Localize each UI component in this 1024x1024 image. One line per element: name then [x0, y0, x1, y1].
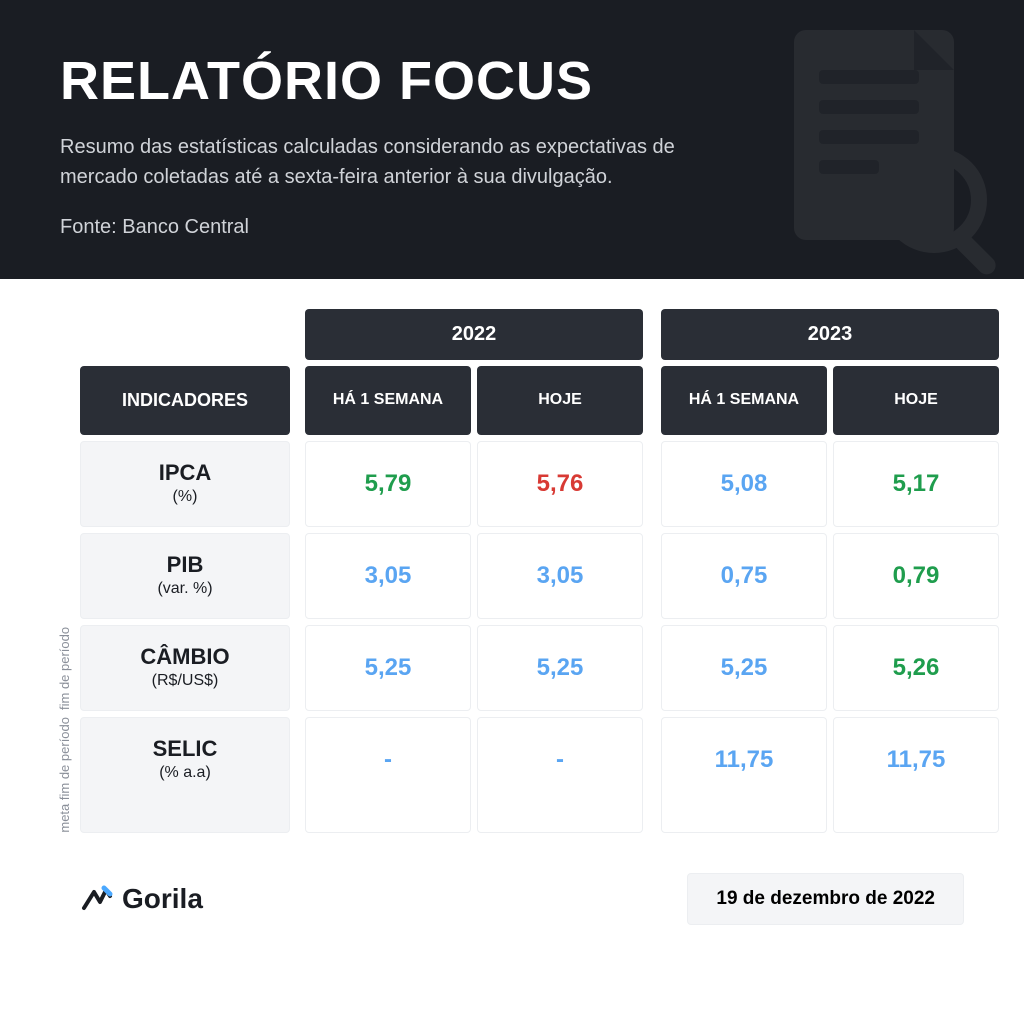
- indicator-cell: IPCA (%): [80, 441, 290, 527]
- value-cell: 11,75: [833, 717, 999, 833]
- row-side-label: fim de período: [50, 625, 80, 711]
- gorila-icon: [80, 882, 114, 916]
- col-header-2022-today: HOJE: [477, 366, 643, 435]
- value-cell: 5,26: [833, 625, 999, 711]
- value-cell: -: [305, 717, 471, 833]
- value-cell: -: [477, 717, 643, 833]
- document-search-icon: [784, 20, 1004, 279]
- value-cell: 5,25: [477, 625, 643, 711]
- brand-name: Gorila: [122, 883, 203, 915]
- indicator-name: IPCA: [89, 460, 281, 486]
- value-cell: 3,05: [305, 533, 471, 619]
- report-date: 19 de dezembro de 2022: [687, 873, 964, 925]
- indicator-cell: CÂMBIO (R$/US$): [80, 625, 290, 711]
- indicator-name: CÂMBIO: [89, 644, 281, 670]
- value-cell: 5,76: [477, 441, 643, 527]
- year-header-2023: 2023: [661, 309, 999, 360]
- value-cell: 5,08: [661, 441, 827, 527]
- indicator-name: SELIC: [89, 736, 281, 762]
- value-cell: 5,79: [305, 441, 471, 527]
- indicator-name: PIB: [89, 552, 281, 578]
- brand-logo: Gorila: [80, 882, 203, 916]
- value-cell: 0,79: [833, 533, 999, 619]
- value-cell: 11,75: [661, 717, 827, 833]
- indicator-cell: SELIC (% a.a): [80, 717, 290, 833]
- value-cell: 5,17: [833, 441, 999, 527]
- value-cell: 5,25: [661, 625, 827, 711]
- indicator-unit: (%): [89, 488, 281, 506]
- footer: Gorila 19 de dezembro de 2022: [0, 853, 1024, 925]
- col-header-2023-prev: HÁ 1 SEMANA: [661, 366, 827, 435]
- indicator-unit: (% a.a): [89, 764, 281, 782]
- value-cell: 0,75: [661, 533, 827, 619]
- row-side-label: meta fim de período: [50, 717, 80, 833]
- indicators-header: INDICADORES: [80, 366, 290, 435]
- col-header-2022-prev: HÁ 1 SEMANA: [305, 366, 471, 435]
- value-cell: 3,05: [477, 533, 643, 619]
- indicator-cell: PIB (var. %): [80, 533, 290, 619]
- col-header-2023-today: HOJE: [833, 366, 999, 435]
- indicator-unit: (R$/US$): [89, 672, 281, 690]
- value-cell: 5,25: [305, 625, 471, 711]
- year-header-2022: 2022: [305, 309, 643, 360]
- indicator-unit: (var. %): [89, 580, 281, 598]
- table-container: 20222023INDICADORESHÁ 1 SEMANAHOJEHÁ 1 S…: [0, 279, 1024, 853]
- report-header: RELATÓRIO FOCUS Resumo das estatísticas …: [0, 0, 1024, 279]
- page-description: Resumo das estatísticas calculadas consi…: [60, 132, 700, 192]
